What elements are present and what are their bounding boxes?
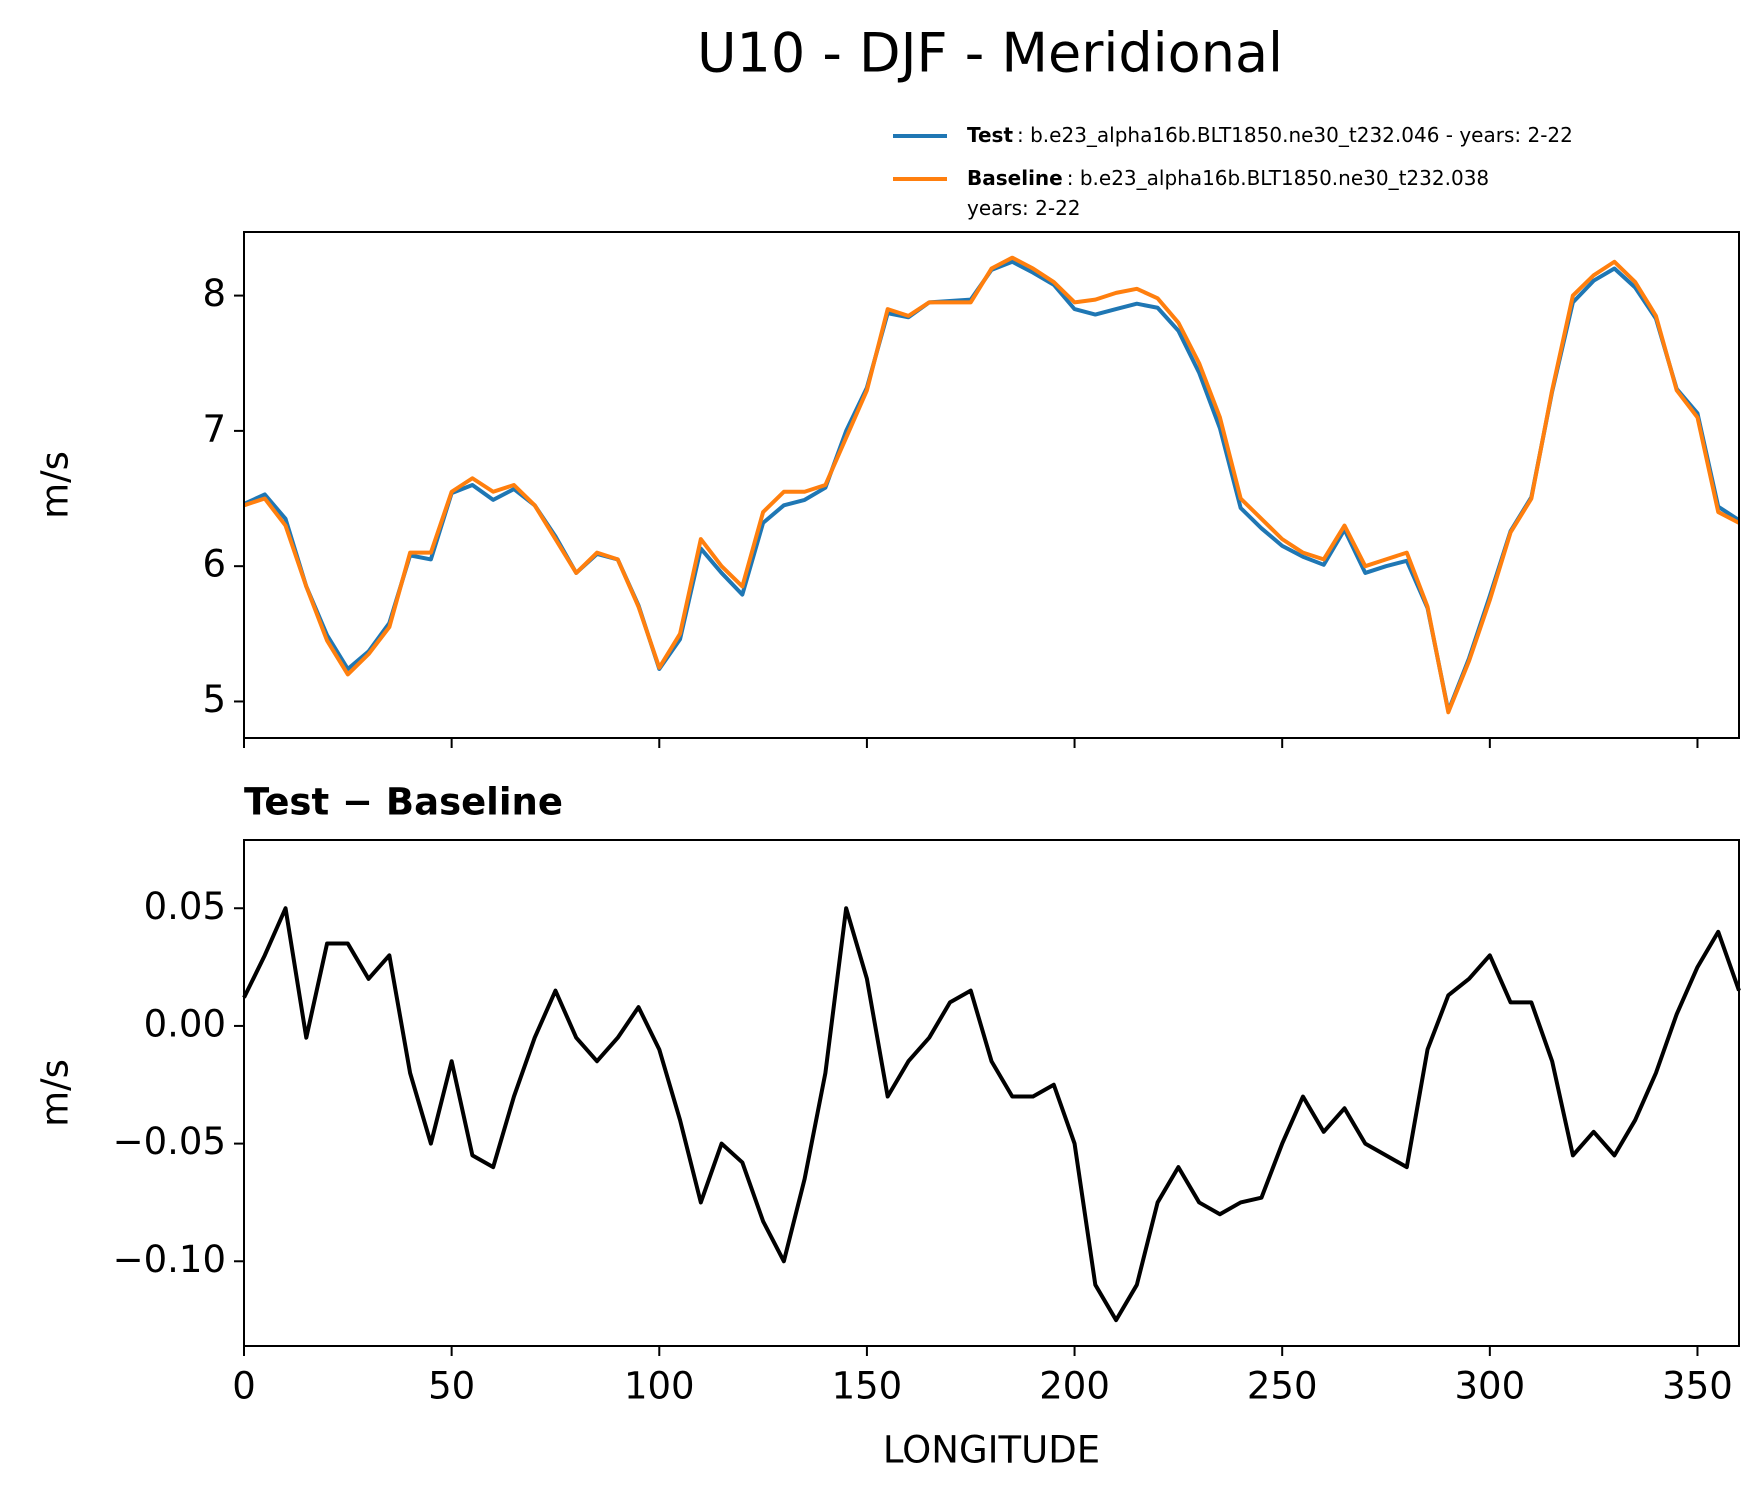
y-tick-label: −0.10 [113, 1238, 226, 1281]
subplot-title: Test − Baseline [244, 781, 563, 824]
x-tick-label: 150 [832, 1365, 903, 1408]
axes-frame [243, 231, 1740, 739]
legend-label: Baseline: b.e23_alpha16b.BLT1850.ne30_t2… [967, 166, 1489, 220]
x-tick-label: 350 [1662, 1365, 1733, 1408]
x-tick-label: 200 [1039, 1365, 1110, 1408]
data-line [242, 906, 1741, 1323]
legend-description: : b.e23_alpha16b.BLT1850.ne30_t232.038 [1067, 166, 1489, 190]
axes-frame [243, 839, 1740, 1347]
y-tick-label: −0.05 [113, 1120, 226, 1163]
x-tick-label: 0 [232, 1365, 256, 1408]
figure-title: U10 - DJF - Meridional [697, 22, 1283, 85]
legend-name: Test [967, 123, 1013, 147]
legend-name: Baseline [967, 166, 1063, 190]
y-axis-label: m/s [34, 1059, 77, 1127]
data-line [243, 259, 1741, 713]
x-axis-label: LONGITUDE [883, 1429, 1100, 1472]
y-tick-label: 6 [202, 543, 226, 586]
x-tick-label: 250 [1247, 1365, 1318, 1408]
legend-description: years: 2-22 [967, 196, 1081, 220]
y-tick-label: 5 [202, 678, 226, 721]
x-tick-label: 300 [1455, 1365, 1526, 1408]
x-tick-label: 50 [428, 1365, 475, 1408]
y-tick-label: 0.05 [144, 885, 226, 928]
x-tick-label: 100 [624, 1365, 695, 1408]
y-tick-label: 7 [202, 407, 226, 450]
y-axis-label: m/s [34, 451, 77, 519]
legend-label: Test: b.e23_alpha16b.BLT1850.ne30_t232.0… [967, 123, 1573, 147]
y-tick-label: 8 [202, 272, 226, 315]
y-tick-label: 0.00 [144, 1002, 226, 1045]
legend-description: : b.e23_alpha16b.BLT1850.ne30_t232.046 -… [1017, 123, 1573, 147]
data-line [243, 255, 1740, 715]
